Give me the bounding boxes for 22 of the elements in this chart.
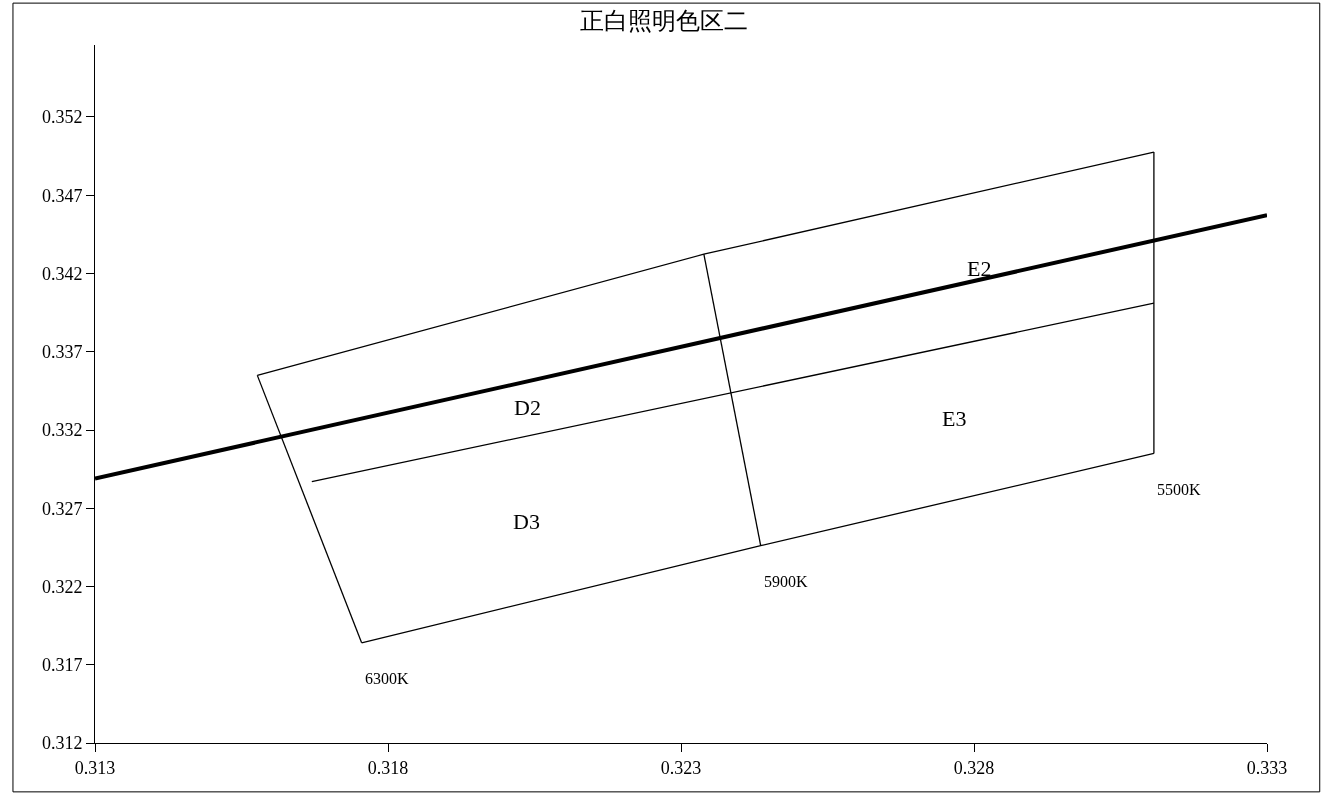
y-tick-label: 0.312 xyxy=(41,733,83,754)
annotation: 5900K xyxy=(764,573,808,590)
y-tick-label: 0.337 xyxy=(41,342,83,363)
annotation: E2 xyxy=(967,256,992,281)
y-tick-label: 0.317 xyxy=(41,655,83,676)
y-tick-label: 0.332 xyxy=(41,420,83,441)
chart-title: 正白照明色区二 xyxy=(579,7,748,34)
y-tick-label: 0.352 xyxy=(41,107,83,128)
y-tick-label: 0.347 xyxy=(41,185,83,206)
annotation: 5500K xyxy=(1157,481,1201,498)
annotation: 6300K xyxy=(365,670,409,687)
y-tick-label: 0.327 xyxy=(41,498,83,519)
x-tick-label: 0.323 xyxy=(660,757,702,778)
x-tick-label: 0.333 xyxy=(1246,757,1288,778)
annotation: D3 xyxy=(513,509,540,534)
y-tick-label: 0.322 xyxy=(41,576,83,597)
x-tick-label: 0.318 xyxy=(367,757,409,778)
x-tick-label: 0.313 xyxy=(74,757,116,778)
y-tick-label: 0.342 xyxy=(41,263,83,284)
x-tick-label: 0.328 xyxy=(953,757,995,778)
annotation: E3 xyxy=(942,406,967,431)
annotation: D2 xyxy=(514,395,541,420)
